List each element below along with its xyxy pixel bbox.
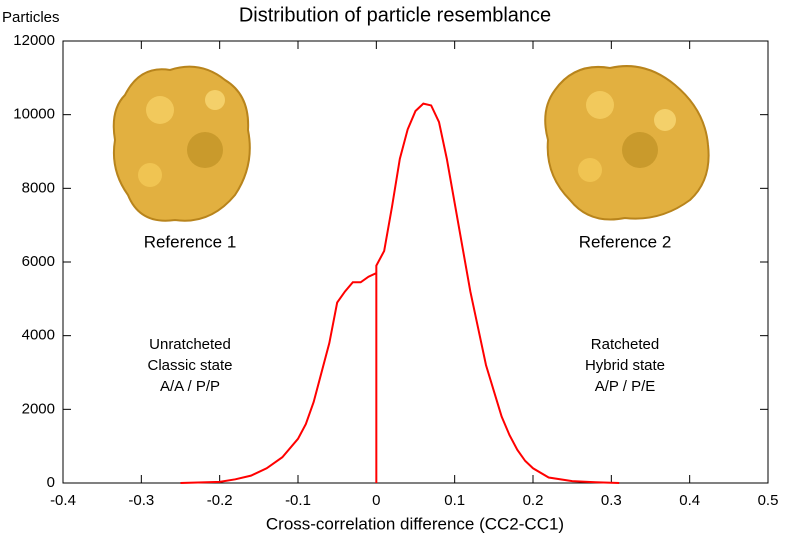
x-tick-label: 0.4 (679, 492, 700, 509)
annotation: Reference 1 (144, 232, 237, 251)
x-tick-label: 0.1 (444, 492, 465, 509)
annotation: A/P / P/E (595, 378, 656, 395)
y-tick-label: 2000 (22, 400, 55, 417)
annotation: Classic state (147, 357, 232, 374)
annotation: Ratcheted (591, 336, 659, 353)
annotation: A/A / P/P (160, 378, 220, 395)
annotation: Hybrid state (585, 357, 665, 374)
x-axis-label: Cross-correlation difference (CC2-CC1) (266, 514, 564, 533)
y-tick-label: 4000 (22, 327, 55, 344)
chart-title: Distribution of particle resemblance (239, 4, 551, 26)
annotation: Unratcheted (149, 336, 231, 353)
x-tick-label: 0.3 (601, 492, 622, 509)
x-tick-label: -0.1 (285, 492, 311, 509)
reference-1-image (112, 65, 251, 222)
y-axis-label: Particles (2, 9, 60, 26)
annotation: Reference 2 (579, 232, 672, 251)
x-tick-label: 0 (372, 492, 380, 509)
y-tick-label: 10000 (13, 106, 55, 123)
y-tick-label: 0 (47, 474, 55, 491)
y-tick-label: 8000 (22, 179, 55, 196)
x-tick-label: 0.2 (523, 492, 544, 509)
reference-2-image (544, 65, 710, 221)
x-tick-label: 0.5 (758, 492, 779, 509)
x-tick-label: -0.4 (50, 492, 76, 509)
x-tick-label: -0.2 (207, 492, 233, 509)
y-tick-label: 6000 (22, 253, 55, 270)
x-tick-label: -0.3 (128, 492, 154, 509)
data-line (180, 102, 620, 484)
y-tick-label: 12000 (13, 32, 55, 49)
